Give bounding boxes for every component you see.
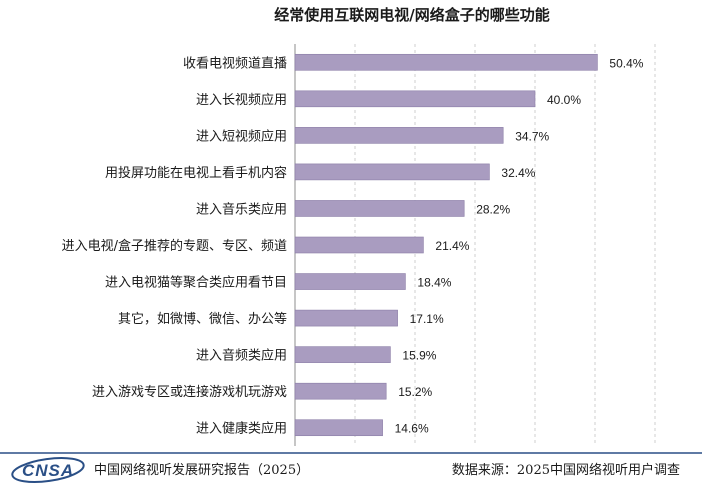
category-label: 用投屏功能在电视上看手机内容 — [105, 165, 287, 181]
value-label: 15.2% — [398, 385, 432, 399]
value-label: 21.4% — [435, 239, 469, 253]
bar — [294, 163, 490, 181]
bar — [294, 346, 391, 363]
bar — [294, 53, 598, 71]
value-label: 50.4% — [609, 56, 643, 70]
value-label: 32.4% — [501, 166, 535, 180]
footer-bar — [0, 452, 702, 486]
category-label: 进入短视频应用 — [196, 128, 287, 144]
category-label: 进入游戏专区或连接游戏机玩游戏 — [92, 384, 287, 400]
report-name: 中国网络视听发展研究报告（2025） — [94, 462, 309, 478]
cnsa-logo: CNSA — [11, 457, 85, 483]
value-label: 15.9% — [402, 349, 436, 363]
value-label: 17.1% — [410, 312, 444, 326]
category-label: 进入长视频应用 — [196, 92, 287, 108]
category-label: 进入健康类应用 — [196, 421, 287, 437]
bar — [294, 200, 465, 217]
chart-title: 经常使用互联网电视/网络盒子的哪些功能 — [274, 6, 549, 24]
value-label: 18.4% — [417, 276, 451, 290]
bar — [294, 127, 504, 144]
category-labels: 收看电视频道直播进入长视频应用进入短视频应用用投屏功能在电视上看手机内容进入音乐… — [62, 55, 287, 436]
value-label: 28.2% — [476, 202, 510, 216]
bar — [294, 90, 536, 108]
value-label: 40.0% — [547, 93, 581, 107]
value-label: 14.6% — [395, 422, 429, 436]
bars — [294, 53, 598, 437]
bar — [294, 419, 383, 437]
category-label: 收看电视频道直播 — [183, 55, 287, 71]
bar — [294, 273, 406, 290]
logo-text: CNSA — [22, 461, 74, 480]
bar — [294, 382, 387, 400]
category-label: 进入电视猫等聚合类应用看节目 — [105, 275, 287, 291]
category-label: 其它，如微博、微信、办公等 — [118, 311, 287, 327]
category-label: 进入电视/盒子推荐的专题、专区、频道 — [62, 238, 287, 254]
category-label: 进入音乐类应用 — [196, 201, 287, 217]
value-labels: 50.4% 40.0% 34.7% 32.4% 28.2% 21.4% 18.4% 17.1%… — [395, 56, 644, 435]
value-label: 34.7% — [515, 129, 549, 143]
category-label: 进入音频类应用 — [196, 348, 287, 364]
bar — [294, 236, 424, 254]
bar — [294, 309, 398, 327]
data-source: 数据来源：2025中国网络视听用户调查 — [452, 462, 680, 478]
